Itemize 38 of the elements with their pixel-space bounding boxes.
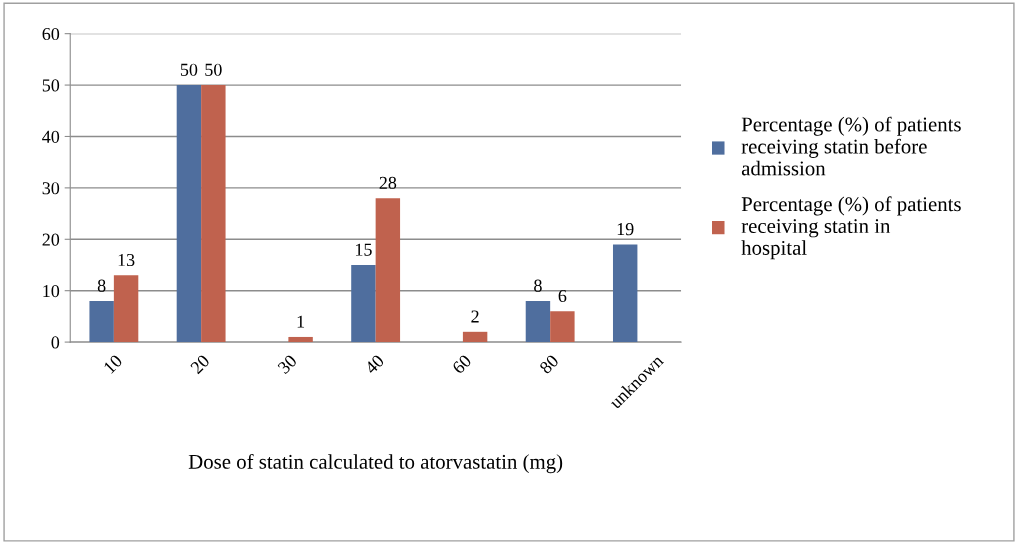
bar bbox=[462, 331, 488, 343]
bar bbox=[612, 244, 638, 343]
x-tick-label: 20 bbox=[189, 354, 211, 375]
bar bbox=[288, 336, 313, 343]
x-tick-label: 10 bbox=[103, 354, 123, 374]
data-label: 8 bbox=[97, 279, 106, 292]
legend-label: Percentage (%) of patients receiving statin in hospital bbox=[741, 196, 961, 260]
y-tick-label: 10 bbox=[43, 284, 60, 298]
data-label: 28 bbox=[379, 176, 397, 189]
data-label: 15 bbox=[355, 243, 372, 256]
y-tick-label: 40 bbox=[42, 130, 60, 143]
x-tick-label: 30 bbox=[277, 354, 298, 375]
data-label: 50 bbox=[205, 63, 222, 76]
y-tick-label: 20 bbox=[42, 233, 60, 246]
bar bbox=[89, 300, 114, 343]
bar bbox=[201, 85, 226, 343]
bar bbox=[113, 275, 139, 343]
data-label: 1 bbox=[297, 315, 305, 328]
x-tick-label: 40 bbox=[364, 354, 385, 375]
data-label: 6 bbox=[558, 289, 567, 303]
y-tick-label: 0 bbox=[51, 336, 60, 349]
bar bbox=[375, 198, 401, 343]
x-axis-title: Dose of statin calculated to atorvastatin (mg) bbox=[188, 453, 563, 474]
bar bbox=[550, 311, 575, 343]
y-tick-label: 60 bbox=[42, 27, 60, 41]
legend-label: Percentage (%) of patients receiving statin before admission bbox=[741, 116, 961, 176]
data-label: 50 bbox=[180, 63, 198, 76]
x-tick-label: 60 bbox=[451, 354, 472, 375]
data-label: 8 bbox=[534, 279, 542, 292]
data-label: 13 bbox=[118, 253, 135, 267]
data-label: 2 bbox=[471, 310, 479, 323]
data-label: 19 bbox=[617, 223, 634, 236]
bar bbox=[176, 85, 202, 343]
y-tick-label: 50 bbox=[42, 79, 60, 92]
y-tick-label: 30 bbox=[42, 182, 60, 195]
x-tick-label: 80 bbox=[538, 354, 560, 375]
bar bbox=[525, 300, 551, 343]
bar bbox=[351, 264, 376, 343]
